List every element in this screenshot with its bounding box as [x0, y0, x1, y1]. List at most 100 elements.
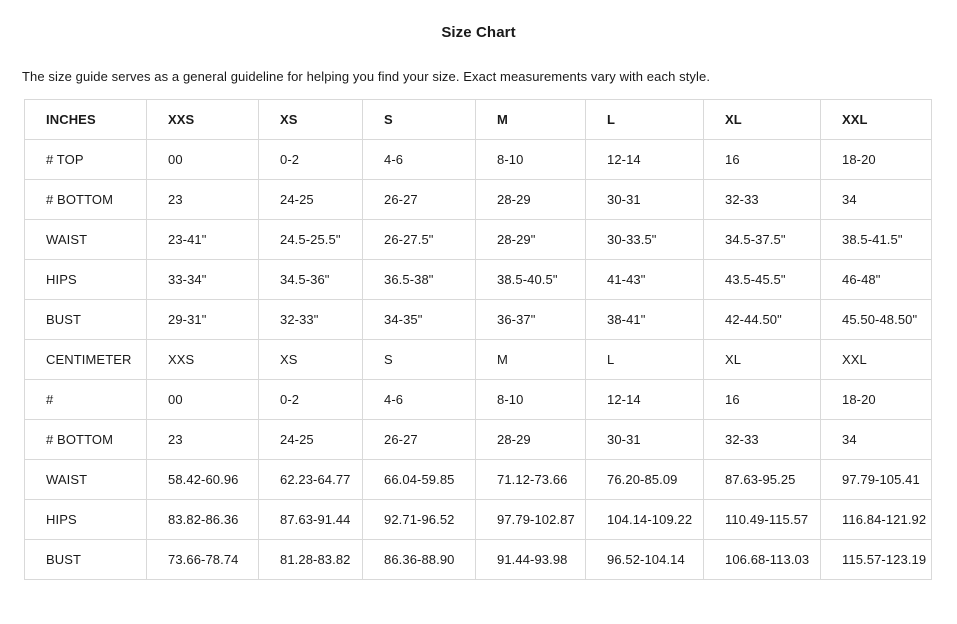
value-cell: 33-34" [146, 259, 259, 300]
value-cell: 34-35" [362, 299, 476, 340]
table-row: HIPS 83.82-86.36 87.63-91.44 92.71-96.52 97.… [24, 499, 932, 540]
table-row: HIPS 33-34" 34.5-36" 36.5-38" 38.5-40.5" 41-4… [24, 259, 932, 300]
row-label-cell: BUST [24, 539, 147, 580]
value-cell: 12-14 [585, 379, 704, 420]
value-cell: 23 [146, 179, 259, 220]
value-cell: 116.84-121.92 [820, 499, 932, 540]
value-cell: 41-43" [585, 259, 704, 300]
row-label-cell: WAIST [24, 219, 147, 260]
section-header-cell: XXL [820, 99, 932, 140]
value-cell: 32-33 [703, 179, 821, 220]
value-cell: 115.57-123.19 [820, 539, 932, 580]
table-row: # BOTTOM 23 24-25 26-27 28-29 30-31 32-33 34 [24, 419, 932, 460]
value-cell: 36.5-38" [362, 259, 476, 300]
value-cell: 106.68-113.03 [703, 539, 821, 580]
row-label-cell: BUST [24, 299, 147, 340]
section-header-row: CENTIMETER XXS XS S M L XL XXL [24, 339, 932, 380]
section-header-cell: S [362, 339, 476, 380]
size-chart-table: INCHES XXS XS S M L XL XXL # TOP 00 0-2 4-6 8-10 12-1… [24, 99, 932, 580]
row-label-cell: # BOTTOM [24, 179, 147, 220]
value-cell: 24-25 [258, 179, 363, 220]
section-header-cell: XXS [146, 99, 259, 140]
value-cell: 38-41" [585, 299, 704, 340]
section-header-cell: XXL [820, 339, 932, 380]
section-header-cell: INCHES [24, 99, 147, 140]
value-cell: 12-14 [585, 139, 704, 180]
value-cell: 00 [146, 379, 259, 420]
row-label-cell: WAIST [24, 459, 147, 500]
value-cell: 16 [703, 139, 821, 180]
value-cell: 92.71-96.52 [362, 499, 476, 540]
value-cell: 36-37" [475, 299, 586, 340]
table-row: BUST 73.66-78.74 81.28-83.82 86.36-88.90 91.… [24, 539, 932, 580]
value-cell: 32-33" [258, 299, 363, 340]
value-cell: 8-10 [475, 139, 586, 180]
section-header-cell: XXS [146, 339, 259, 380]
value-cell: 38.5-40.5" [475, 259, 586, 300]
value-cell: 24.5-25.5" [258, 219, 363, 260]
value-cell: 23 [146, 419, 259, 460]
value-cell: 86.36-88.90 [362, 539, 476, 580]
section-header-cell: XS [258, 339, 363, 380]
value-cell: 4-6 [362, 139, 476, 180]
value-cell: 26-27 [362, 179, 476, 220]
value-cell: 46-48" [820, 259, 932, 300]
row-label-cell: HIPS [24, 499, 147, 540]
row-label-cell: # TOP [24, 139, 147, 180]
value-cell: 32-33 [703, 419, 821, 460]
value-cell: 23-41" [146, 219, 259, 260]
value-cell: 28-29" [475, 219, 586, 260]
value-cell: 87.63-91.44 [258, 499, 363, 540]
value-cell: 87.63-95.25 [703, 459, 821, 500]
value-cell: 76.20-85.09 [585, 459, 704, 500]
value-cell: 29-31" [146, 299, 259, 340]
value-cell: 81.28-83.82 [258, 539, 363, 580]
section-header-cell: L [585, 339, 704, 380]
section-header-cell: CENTIMETER [24, 339, 147, 380]
value-cell: 97.79-105.41 [820, 459, 932, 500]
value-cell: 58.42-60.96 [146, 459, 259, 500]
table-row: BUST 29-31" 32-33" 34-35" 36-37" 38-41" 42-44.… [24, 299, 932, 340]
value-cell: 34.5-36" [258, 259, 363, 300]
value-cell: 0-2 [258, 139, 363, 180]
section-header-cell: XS [258, 99, 363, 140]
value-cell: 30-33.5" [585, 219, 704, 260]
section-header-cell: XL [703, 339, 821, 380]
value-cell: 26-27 [362, 419, 476, 460]
value-cell: 45.50-48.50" [820, 299, 932, 340]
value-cell: 4-6 [362, 379, 476, 420]
table-row: #00 0-2 4-6 8-10 12-14 16 18-20 [24, 379, 932, 420]
value-cell: 91.44-93.98 [475, 539, 586, 580]
row-label-cell: # [24, 379, 147, 420]
section-header-cell: L [585, 99, 704, 140]
value-cell: 38.5-41.5" [820, 219, 932, 260]
size-chart-table-body: INCHES XXS XS S M L XL XXL # TOP 00 0-2 4-6 8-10 12-1… [24, 99, 932, 580]
value-cell: 71.12-73.66 [475, 459, 586, 500]
section-header-cell: XL [703, 99, 821, 140]
row-label-cell: # BOTTOM [24, 419, 147, 460]
value-cell: 62.23-64.77 [258, 459, 363, 500]
value-cell: 8-10 [475, 379, 586, 420]
value-cell: 18-20 [820, 139, 932, 180]
value-cell: 66.04-59.85 [362, 459, 476, 500]
value-cell: 00 [146, 139, 259, 180]
value-cell: 43.5-45.5" [703, 259, 821, 300]
value-cell: 24-25 [258, 419, 363, 460]
value-cell: 26-27.5" [362, 219, 476, 260]
value-cell: 97.79-102.87 [475, 499, 586, 540]
row-label-cell: HIPS [24, 259, 147, 300]
section-header-cell: S [362, 99, 476, 140]
table-row: WAIST 58.42-60.96 62.23-64.77 66.04-59.85 71… [24, 459, 932, 500]
section-header-row: INCHES XXS XS S M L XL XXL [24, 99, 932, 140]
value-cell: 28-29 [475, 179, 586, 220]
page-title: Size Chart [441, 24, 516, 41]
value-cell: 42-44.50" [703, 299, 821, 340]
section-header-cell: M [475, 99, 586, 140]
value-cell: 30-31 [585, 419, 704, 460]
section-header-cell: M [475, 339, 586, 380]
value-cell: 34 [820, 419, 932, 460]
value-cell: 83.82-86.36 [146, 499, 259, 540]
value-cell: 104.14-109.22 [585, 499, 704, 540]
value-cell: 18-20 [820, 379, 932, 420]
